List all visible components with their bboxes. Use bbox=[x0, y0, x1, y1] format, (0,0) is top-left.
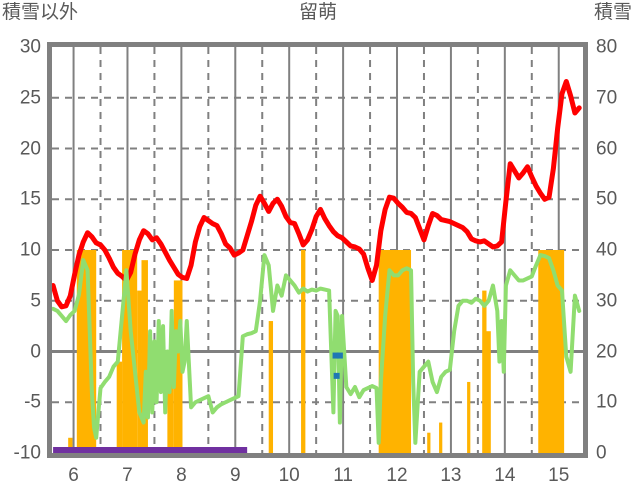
x-axis-tick: 15 bbox=[548, 465, 570, 486]
y-axis-tick-left: -10 bbox=[13, 442, 41, 464]
y-axis-tick-right: 10 bbox=[596, 391, 618, 413]
precipitation-bar bbox=[173, 280, 183, 453]
precipitation-bar bbox=[268, 321, 274, 453]
precipitation-bar bbox=[486, 331, 491, 453]
right-axis-unit-label: 積雪 bbox=[593, 2, 632, 23]
x-axis-tick: 11 bbox=[333, 465, 353, 486]
chart-plot-area bbox=[47, 42, 588, 458]
precipitation-bar bbox=[301, 250, 306, 453]
x-axis-tick: 10 bbox=[278, 465, 300, 486]
y-axis-tick-right: 0 bbox=[596, 442, 607, 464]
temperature-line bbox=[52, 79, 582, 310]
x-axis-tick: 13 bbox=[440, 465, 462, 486]
y-axis-tick-left: 10 bbox=[19, 239, 41, 261]
data-marker bbox=[336, 352, 343, 359]
precipitation-bar bbox=[467, 381, 471, 453]
precipitation-bar bbox=[116, 361, 123, 453]
x-axis-tick: 6 bbox=[68, 465, 79, 486]
y-axis-tick-right: 80 bbox=[596, 36, 618, 58]
precipitation-bar bbox=[68, 437, 73, 453]
x-axis-tick: 8 bbox=[176, 465, 187, 486]
x-axis-tick: 14 bbox=[494, 465, 516, 486]
chart-title: 留萌 bbox=[298, 2, 337, 23]
x-axis-tick: 9 bbox=[229, 465, 241, 486]
precipitation-bar bbox=[482, 290, 487, 453]
precipitation-bar bbox=[122, 250, 138, 453]
y-axis-tick-left: 15 bbox=[19, 188, 41, 210]
plot-frame bbox=[47, 42, 588, 458]
y-axis-tick-left: -5 bbox=[24, 391, 41, 413]
y-axis-tick-left: 0 bbox=[30, 341, 41, 362]
x-axis-tick: 7 bbox=[122, 465, 133, 486]
y-axis-tick-left: 20 bbox=[19, 138, 41, 159]
precipitation-bar bbox=[427, 432, 431, 453]
y-axis-tick-left: 25 bbox=[19, 87, 41, 109]
precipitation-bar bbox=[538, 250, 565, 453]
y-axis-tick-right: 40 bbox=[596, 239, 618, 261]
data-marker bbox=[332, 352, 339, 359]
y-axis-tick-left: 30 bbox=[19, 36, 41, 58]
precipitation-bar bbox=[137, 290, 142, 453]
chart-canvas bbox=[52, 47, 583, 453]
y-axis-tick-right: 20 bbox=[596, 341, 618, 362]
precipitation-bar bbox=[439, 422, 443, 453]
y-axis-tick-left: 5 bbox=[30, 290, 41, 312]
chart-svg bbox=[52, 47, 583, 453]
dewpoint-line bbox=[52, 253, 582, 445]
y-axis-tick-right: 50 bbox=[596, 188, 618, 210]
x-axis-tick: 12 bbox=[386, 465, 408, 486]
precipitation-bar bbox=[167, 371, 174, 453]
y-axis-tick-right: 30 bbox=[596, 290, 618, 312]
y-axis-tick-right: 60 bbox=[596, 138, 618, 159]
data-marker bbox=[333, 372, 340, 379]
precipitation-bar bbox=[141, 260, 148, 453]
y-axis-tick-right: 70 bbox=[596, 87, 618, 109]
left-axis-unit-label: 積雪以外 bbox=[2, 2, 79, 23]
